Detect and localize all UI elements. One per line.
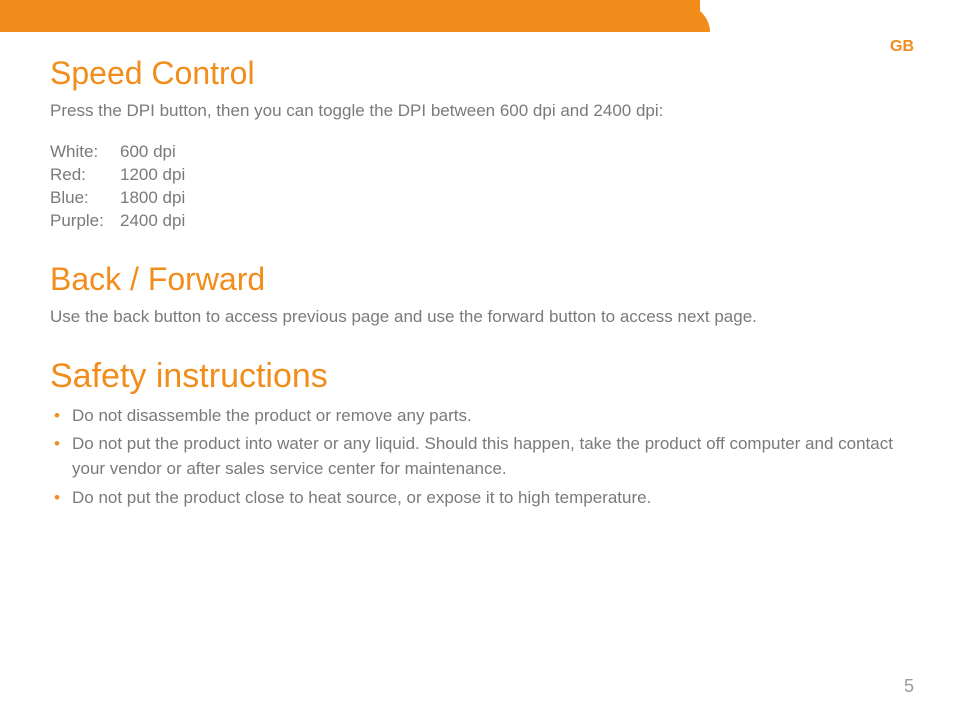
dpi-row: Red: 1200 dpi (50, 164, 904, 187)
dpi-value: 600 dpi (120, 141, 176, 164)
safety-item: Do not put the product into water or any… (50, 432, 904, 481)
heading-safety: Safety instructions (50, 357, 904, 396)
dpi-value: 1800 dpi (120, 187, 185, 210)
speed-intro-text: Press the DPI button, then you can toggl… (50, 100, 904, 123)
dpi-color-label: White: (50, 141, 120, 164)
safety-item: Do not put the product close to heat sou… (50, 486, 904, 511)
heading-back-forward: Back / Forward (50, 261, 904, 298)
page-number: 5 (904, 676, 914, 697)
language-badge: GB (890, 38, 914, 56)
safety-list: Do not disassemble the product or remove… (50, 404, 904, 511)
safety-item: Do not disassemble the product or remove… (50, 404, 904, 429)
dpi-row: White: 600 dpi (50, 141, 904, 164)
dpi-value: 1200 dpi (120, 164, 185, 187)
header-bar (0, 0, 700, 32)
back-forward-text: Use the back button to access previous p… (50, 306, 904, 329)
dpi-row: Purple: 2400 dpi (50, 210, 904, 233)
dpi-color-label: Blue: (50, 187, 120, 210)
dpi-color-label: Red: (50, 164, 120, 187)
dpi-table: White: 600 dpi Red: 1200 dpi Blue: 1800 … (50, 141, 904, 233)
dpi-row: Blue: 1800 dpi (50, 187, 904, 210)
heading-speed-control: Speed Control (50, 55, 904, 92)
dpi-value: 2400 dpi (120, 210, 185, 233)
content-area: Speed Control Press the DPI button, then… (50, 55, 904, 514)
page: GB Speed Control Press the DPI button, t… (0, 0, 954, 725)
dpi-color-label: Purple: (50, 210, 120, 233)
